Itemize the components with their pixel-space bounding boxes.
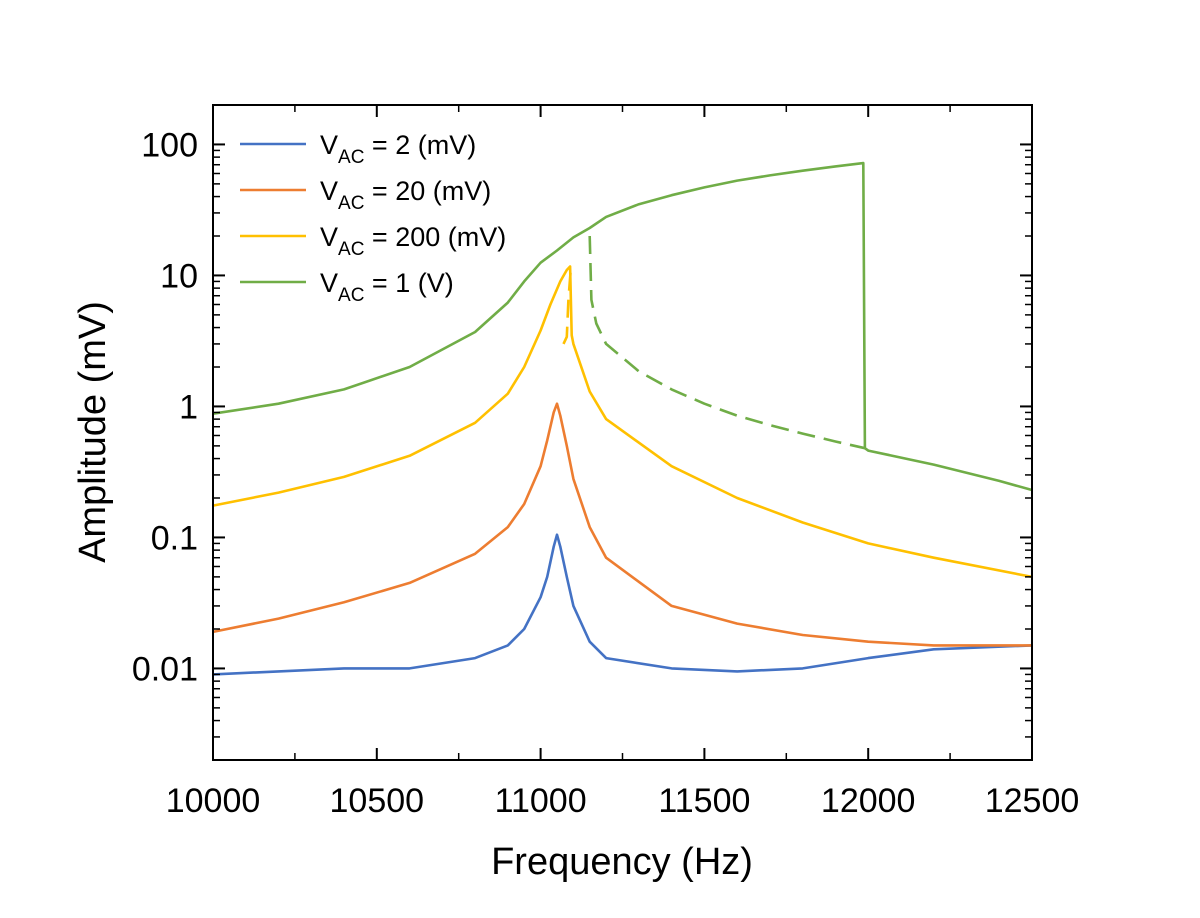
x-tick-labels: 10000 10500 11000 11500 12000 12500 [166, 782, 1080, 820]
plot-frame [212, 104, 1033, 761]
series-line-5 [562, 269, 572, 345]
x-tick-label-5: 12500 [985, 782, 1080, 820]
x-tick-label-3: 11500 [658, 782, 750, 820]
series-line-1 [212, 402, 1032, 647]
series-line-0 [212, 533, 1033, 676]
y-tick-label-2: 1 [179, 388, 198, 426]
series-line-2 [212, 265, 1033, 579]
y-tick-labels: 0.01 0.1 1 10 100 [132, 126, 198, 688]
y-tick-label-0: 0.01 [132, 650, 198, 688]
legend-label-3: VAC = 1 (V) [320, 268, 454, 306]
y-axis-title: Amplitude (mV) [72, 301, 114, 563]
series-layer [212, 161, 1033, 676]
minor-ticks [213, 105, 1032, 760]
x-tick-label-4: 12000 [821, 782, 916, 820]
legend-label-0: VAC = 2 (mV) [320, 130, 476, 168]
y-tick-label-1: 0.1 [151, 519, 198, 557]
legend-label-2: VAC = 200 (mV) [320, 222, 506, 260]
legend-label-1: VAC = 20 (mV) [320, 176, 491, 214]
x-axis-title: Frequency (Hz) [491, 841, 753, 883]
x-tick-label-2: 11000 [495, 782, 587, 820]
x-tick-label-0: 10000 [166, 782, 261, 820]
y-tick-label-3: 10 [160, 257, 198, 295]
x-tick-label-1: 10500 [330, 782, 425, 820]
legend: VAC = 2 (mV) VAC = 20 (mV) VAC = 200 (mV) V… [240, 130, 506, 306]
y-tick-label-4: 100 [141, 126, 198, 164]
series-line-4 [588, 235, 866, 450]
